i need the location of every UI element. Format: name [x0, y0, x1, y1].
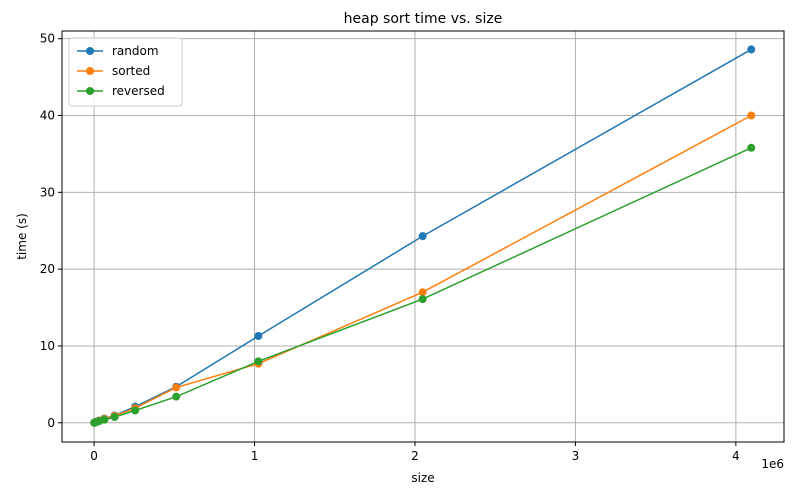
y-tick-label: 0	[47, 416, 55, 430]
x-tick-label: 4	[732, 449, 740, 463]
legend-entry-random: random	[77, 44, 159, 58]
y-tick-label: 40	[40, 109, 55, 123]
legend-box	[68, 37, 183, 107]
x-tick-label: 0	[90, 449, 98, 463]
x-tick-label: 3	[572, 449, 580, 463]
data-point-random	[418, 232, 427, 241]
data-point-reversed	[172, 392, 181, 401]
y-tick-label: 10	[40, 339, 55, 353]
legend-entry-reversed: reversed	[77, 84, 165, 98]
data-point-reversed	[110, 413, 119, 422]
data-point-reversed	[747, 143, 756, 152]
data-point-reversed	[100, 415, 109, 424]
series-line-reversed	[93, 147, 752, 424]
legend-marker	[86, 67, 94, 75]
chart-title: heap sort time vs. size	[344, 11, 503, 27]
series-random	[90, 45, 756, 427]
x-axis-offset-label: 1e6	[761, 457, 784, 471]
series-layer	[90, 45, 756, 427]
legend-marker	[86, 87, 94, 95]
legend-entry-sorted: sorted	[77, 64, 150, 78]
x-axis-label: size	[411, 471, 434, 485]
y-tick-label: 50	[40, 32, 55, 46]
legend-label: sorted	[112, 64, 150, 78]
data-point-random	[747, 45, 756, 54]
data-point-sorted	[172, 383, 181, 392]
legend-label: reversed	[112, 84, 165, 98]
legend: random sorted reversed	[68, 37, 183, 107]
data-point-reversed	[418, 295, 427, 304]
plot-frame	[61, 30, 785, 443]
data-point-reversed	[254, 357, 263, 366]
series-reversed	[90, 143, 756, 427]
y-tick-label: 30	[40, 185, 55, 199]
grid	[62, 31, 784, 442]
x-tick-label: 1	[251, 449, 259, 463]
data-point-sorted	[418, 288, 427, 297]
legend-label: random	[112, 44, 159, 58]
legend-marker	[86, 47, 94, 55]
x-tick-label: 2	[411, 449, 419, 463]
data-point-sorted	[747, 111, 756, 120]
data-point-reversed	[131, 406, 140, 415]
data-point-random	[254, 331, 263, 340]
y-tick-label: 20	[40, 262, 55, 276]
y-axis-label: time (s)	[15, 213, 29, 260]
